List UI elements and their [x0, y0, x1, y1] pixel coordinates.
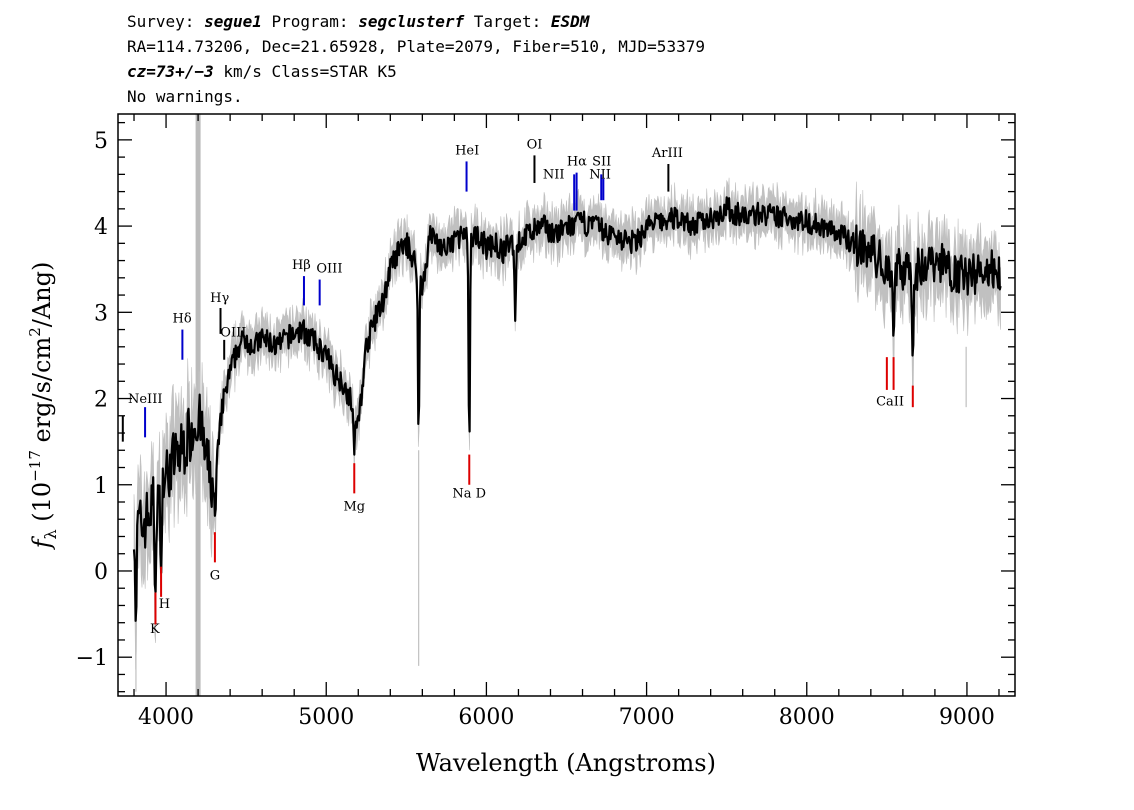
y-tick-label: 4	[94, 215, 108, 240]
header-line-3: cz=73+/−3 km/s Class=STAR K5	[127, 62, 397, 81]
spectral-line-label: CaII	[876, 394, 904, 409]
y-tick-label: 2	[94, 388, 108, 413]
y-tick-label: 3	[94, 301, 108, 326]
x-tick-label: 5000	[298, 705, 354, 730]
y-tick-label: 0	[94, 560, 108, 585]
spectral-line-label: Hδ	[172, 312, 191, 327]
spectral-line-label: Mg	[343, 500, 365, 515]
y-tick-label: 5	[94, 129, 108, 154]
flux-series	[132, 196, 1002, 622]
spectral-line-label: NII	[589, 168, 611, 183]
spectral-line-label: H	[159, 597, 170, 612]
spectral-line-label: OIII	[220, 325, 246, 340]
y-axis-label: fλ (10−17 erg/s/cm2/Ang)	[26, 262, 60, 551]
y-tick-label: 1	[94, 474, 108, 499]
spectral-line-label: NII	[543, 168, 565, 183]
axes: 4000 5000 6000 7000 8000 9000 −1 0 1 2 3 4 5	[76, 113, 1016, 730]
header-line-1: Survey: segue1 Program: segclusterf Targ…	[127, 12, 591, 31]
spectral-line-label: SII	[592, 155, 611, 170]
plot-area	[132, 114, 1002, 696]
spectral-line-label: Hγ	[210, 291, 229, 306]
y-tick-label: −1	[76, 646, 108, 671]
spectral-line-label: OI	[527, 137, 543, 152]
spectral-line-label: K	[150, 622, 160, 637]
x-tick-label: 9000	[939, 705, 995, 730]
error-envelope	[133, 177, 1001, 670]
plot-frame	[117, 113, 1016, 697]
spectral-line-label: Hα	[567, 155, 587, 170]
x-tick-label: 8000	[779, 705, 835, 730]
x-tick-label: 6000	[458, 705, 514, 730]
x-axis-label: Wavelength (Angstroms)	[416, 749, 716, 777]
header-line-4: No warnings.	[127, 87, 243, 106]
plot-header: Survey: segue1 Program: segclusterf Targ…	[127, 12, 705, 106]
x-tick-label: 4000	[138, 705, 194, 730]
spectral-line-label: OIII	[316, 262, 342, 277]
spectral-line-label: NeIII	[128, 392, 162, 407]
spectral-line-label: Na D	[452, 487, 486, 502]
header-line-2: RA=114.73206, Dec=21.65928, Plate=2079, …	[127, 37, 705, 56]
spectral-line-label: Hβ	[292, 258, 311, 273]
x-tick-label: 7000	[619, 705, 675, 730]
spectral-line-label: G	[210, 569, 220, 584]
spectral-line-label: ArIII	[651, 146, 683, 161]
spectral-line-label: HeI	[455, 144, 479, 159]
